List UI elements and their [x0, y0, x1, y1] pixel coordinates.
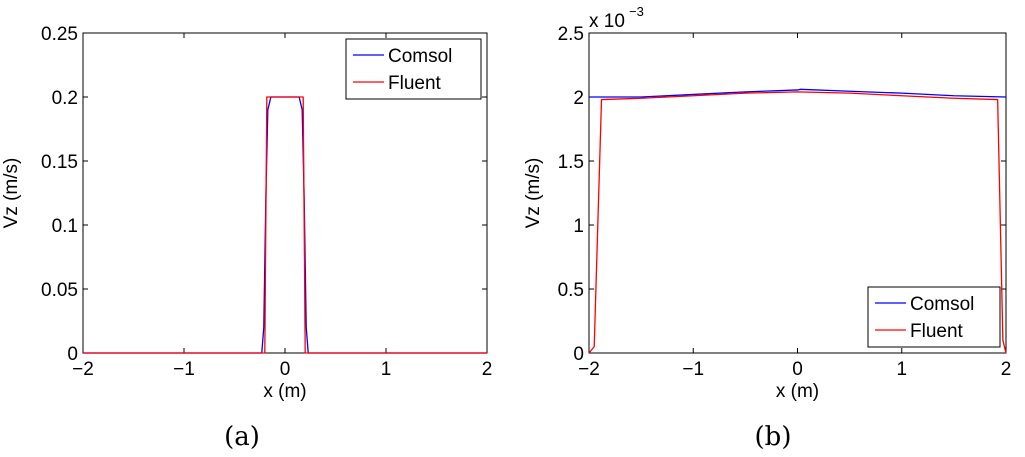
- series-line-comsol: [83, 96, 487, 354]
- legend: Comsol Fluent: [867, 286, 1001, 348]
- legend-label: Fluent: [910, 321, 964, 342]
- y-axis-label: Vz (m/s): [523, 158, 544, 229]
- y-tick-label: 2.5: [558, 24, 584, 45]
- chart-panel-b: −2 −1 0 1 2 0 0.5 1 1.5 2 2.5 x (m) Vz (m/s) x 10 −3 Co…: [523, 4, 1011, 452]
- y-tick-label: 0: [67, 344, 78, 365]
- panel-caption: (a): [224, 422, 260, 452]
- x-tick-label: −2: [578, 359, 600, 380]
- y-tick-label: 0.25: [41, 24, 78, 45]
- x-tick-label: 1: [381, 359, 392, 380]
- chart-panel-a: −2 −1 0 1 2 0 0.05 0.1 0.15 0.2 0.25 x (m) Vz (m/s) C…: [1, 24, 492, 452]
- x-tick-label: 2: [482, 359, 493, 380]
- y-tick-label: 1: [573, 216, 584, 237]
- series-line-fluent: [588, 91, 1007, 354]
- y-axis-label: Vz (m/s): [1, 158, 22, 229]
- y-tick-label: 0.5: [558, 280, 584, 301]
- y-tick-label: 0.05: [41, 280, 78, 301]
- y-axis-multiplier: x 10: [589, 11, 625, 32]
- y-tick-label: 0.2: [52, 88, 78, 109]
- x-tick-label: −1: [173, 359, 195, 380]
- legend-box: [345, 38, 482, 100]
- y-tick-label: 1.5: [558, 152, 584, 173]
- x-tick-label: 0: [280, 359, 291, 380]
- legend-label: Comsol: [910, 294, 974, 315]
- y-tick-label: 2: [573, 88, 584, 109]
- x-tick-label: 0: [792, 359, 803, 380]
- legend: Comsol Fluent: [345, 38, 482, 100]
- x-tick-label: 2: [1001, 359, 1012, 380]
- x-tick-label: −1: [682, 359, 704, 380]
- y-tick-label: 0.1: [52, 216, 78, 237]
- x-tick-label: −2: [72, 359, 94, 380]
- series-line-comsol: [589, 88, 1007, 98]
- legend-box: [867, 286, 1001, 348]
- panel-caption: (b): [755, 422, 792, 452]
- series-line-fluent: [83, 96, 487, 354]
- x-axis-label: x (m): [776, 381, 819, 402]
- y-tick-label: 0.15: [41, 152, 78, 173]
- y-tick-label: 0: [573, 344, 584, 365]
- legend-label: Comsol: [388, 46, 452, 67]
- x-axis-label: x (m): [263, 381, 306, 402]
- y-axis-multiplier-exponent: −3: [629, 4, 644, 19]
- x-tick-label: 1: [896, 359, 907, 380]
- legend-label: Fluent: [388, 73, 442, 94]
